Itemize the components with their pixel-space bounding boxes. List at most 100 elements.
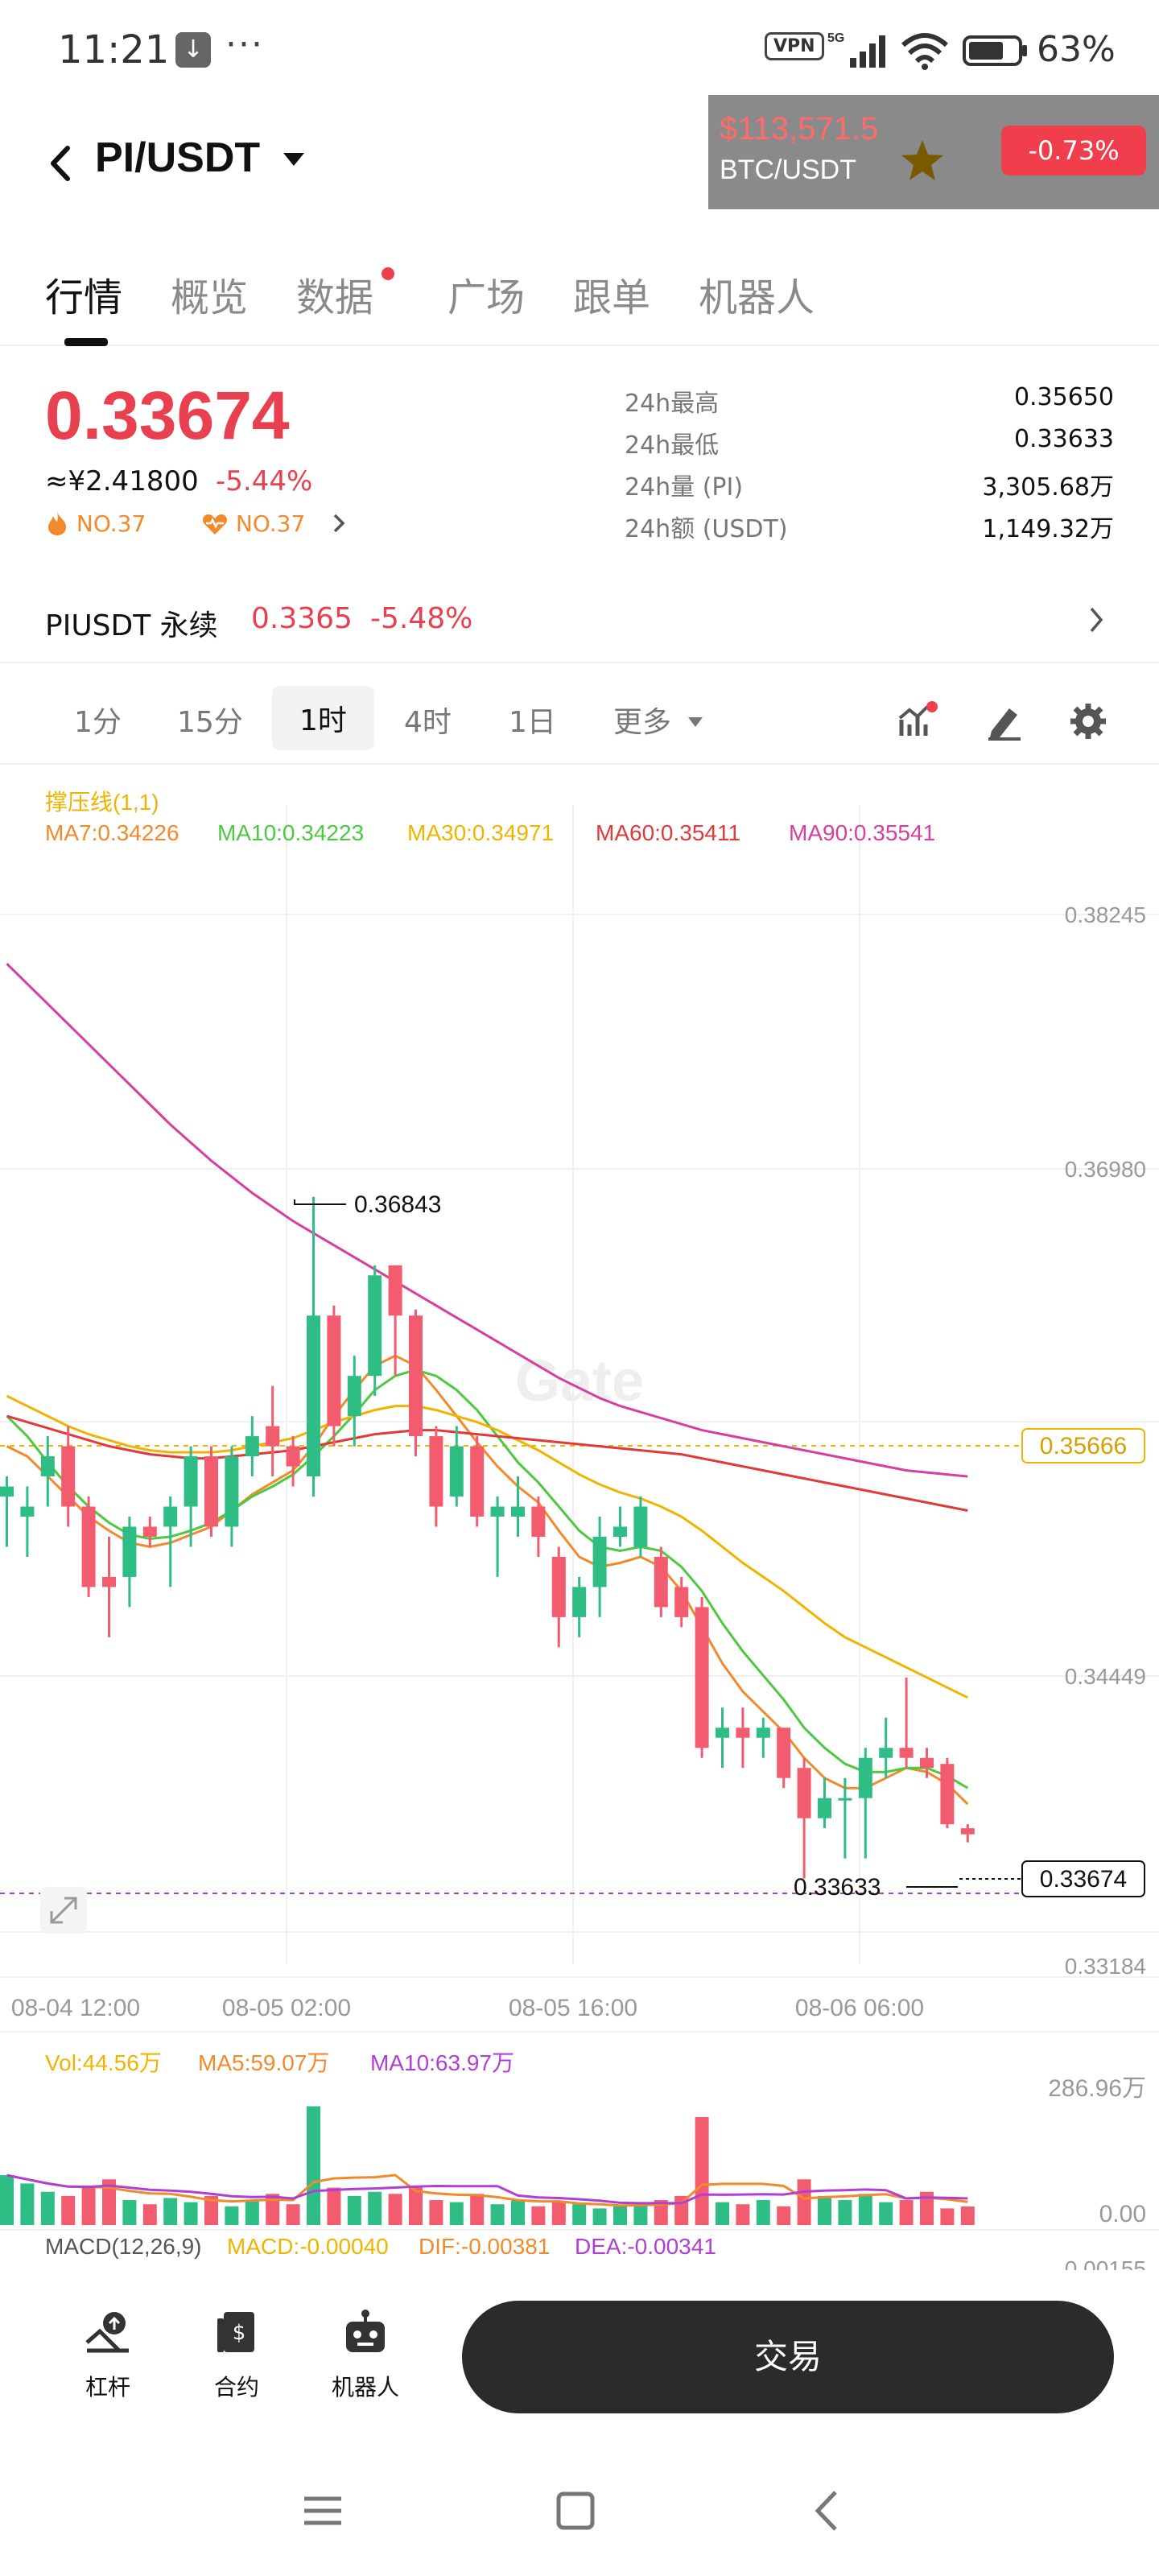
macd-value: MACD:-0.00040 — [227, 2234, 389, 2259]
volume-bar — [756, 2200, 770, 2225]
volume-bar — [818, 2195, 831, 2225]
candle-body — [449, 1446, 464, 1497]
candle-body — [122, 1526, 137, 1577]
tab-market[interactable]: 行情 — [45, 275, 123, 320]
candle-body — [920, 1757, 934, 1769]
volume-bar — [0, 2175, 14, 2225]
battery-icon — [963, 35, 1027, 66]
interval-1d[interactable]: 1日 — [509, 706, 556, 739]
fire-icon — [48, 512, 66, 535]
volume-bar — [695, 2116, 709, 2225]
high-marker-label: 0.36843 — [354, 1191, 441, 1218]
volume-legend-item: MA10:63.97万 — [370, 2050, 514, 2075]
volume-bar — [20, 2183, 35, 2225]
settings-gear-icon[interactable] — [1067, 700, 1109, 742]
back-arrow-icon[interactable] — [45, 143, 77, 184]
expand-icon[interactable] — [40, 1887, 87, 1934]
favorite-star-icon[interactable] — [898, 137, 947, 185]
candle-body — [940, 1764, 955, 1825]
candle-body — [899, 1748, 914, 1758]
hot-rank[interactable]: NO.37 — [45, 510, 146, 537]
leverage-icon — [85, 2312, 129, 2353]
candle-body — [307, 1315, 320, 1477]
volume-bar — [122, 2200, 137, 2225]
volume-axis-zero: 0.00 — [1099, 2201, 1146, 2227]
candle-body — [142, 1526, 157, 1537]
caret-down-icon[interactable] — [282, 150, 306, 169]
pair-title[interactable]: PI/USDT — [95, 134, 261, 181]
volume-legend-item: MA5:59.07万 — [198, 2050, 329, 2075]
ma-line-ma30 — [6, 1394, 968, 1699]
vpn-badge: VPN — [765, 32, 824, 60]
candle-body — [674, 1587, 689, 1617]
chevron-right-icon[interactable] — [330, 512, 348, 535]
indicator-icon[interactable] — [897, 700, 938, 742]
leverage-button[interactable]: 杠杆 — [52, 2307, 164, 2402]
stat-value: 0.33633 — [1013, 425, 1114, 453]
candle-body — [531, 1506, 546, 1537]
perpetual-change: -5.48% — [370, 602, 473, 635]
ma-legend-item: MA7:0.34226 — [45, 820, 179, 845]
perpetual-row[interactable]: PIUSDT 永续 0.3365 -5.48% — [0, 588, 1159, 668]
interval-1h[interactable]: 1时 — [272, 686, 374, 750]
leverage-label: 杠杆 — [85, 2374, 130, 2401]
volume-bar — [449, 2202, 464, 2225]
volume-bar — [592, 2208, 607, 2225]
tab-copy-trading[interactable]: 跟单 — [573, 275, 651, 320]
y-axis-label: 0.38245 — [1065, 902, 1146, 927]
download-icon: ↓ — [175, 32, 211, 68]
popularity-rank[interactable]: NO.37 — [201, 510, 305, 537]
home-icon[interactable] — [547, 2483, 604, 2539]
popularity-rank-value: NO.37 — [235, 510, 306, 537]
tab-overview[interactable]: 概览 — [171, 275, 249, 320]
volume-bar — [838, 2200, 852, 2225]
volume-bar — [777, 2206, 791, 2225]
volume-bar — [327, 2187, 341, 2225]
dif-value: DIF:-0.00381 — [419, 2234, 550, 2259]
ma-line-ma90 — [6, 963, 968, 1478]
interval-4h[interactable]: 4时 — [404, 706, 452, 739]
caret-down-icon — [688, 717, 703, 727]
bottom-action-bar: 杠杆 $ 合约 机器人 交易 — [0, 2275, 1159, 2436]
status-time: 11:21 — [58, 27, 170, 72]
candle-body — [470, 1446, 485, 1517]
page-header: PI/USDT $113,571.5 BTC/USDT -0.73% — [0, 95, 1159, 209]
perpetual-price: 0.3365 — [251, 602, 353, 635]
tab-bots[interactable]: 机器人 — [699, 275, 815, 320]
stat-label: 24h最低 — [625, 431, 720, 460]
volume-bar — [654, 2200, 668, 2225]
menu-icon[interactable] — [295, 2483, 351, 2539]
candlestick-chart[interactable]: 撑压线(1,1) MA7:0.34226 MA10:0.34223 MA30:0.3… — [0, 773, 1159, 2270]
active-tab-indicator — [64, 338, 108, 346]
floating-ticker[interactable]: $113,571.5 BTC/USDT -0.73% — [708, 95, 1159, 209]
candle-body — [429, 1436, 443, 1507]
trade-button[interactable]: 交易 — [462, 2301, 1114, 2413]
ma-lines — [6, 963, 969, 1806]
contract-button[interactable]: $ 合约 — [180, 2307, 293, 2402]
perpetual-name: PIUSDT 永续 — [45, 609, 218, 642]
candle-body — [286, 1446, 300, 1467]
volume-bar — [572, 2204, 587, 2225]
volume-bar — [470, 2194, 485, 2225]
volume-bar — [920, 2191, 934, 2225]
candle-body — [838, 1798, 852, 1801]
x-axis-label: 08-05 16:00 — [509, 1995, 637, 2021]
interval-bar: 1分 15分 1时 4时 1日 更多 — [0, 676, 1159, 765]
floating-ticker-price: $113,571.5 — [720, 111, 879, 147]
y-axis-label: 0.33184 — [1065, 1954, 1146, 1979]
ma-legend-item: MA30:0.34971 — [407, 820, 554, 845]
tab-data[interactable]: 数据 — [296, 275, 374, 320]
volume-bar — [81, 2187, 96, 2225]
candle-body — [756, 1728, 770, 1738]
draw-tool-icon[interactable] — [984, 700, 1025, 742]
volume-bar — [40, 2191, 55, 2225]
bot-button[interactable]: 机器人 — [309, 2307, 422, 2402]
candle-body — [511, 1506, 525, 1517]
interval-15m[interactable]: 15分 — [177, 706, 243, 739]
back-icon[interactable] — [800, 2483, 856, 2539]
chevron-right-icon — [1090, 607, 1103, 633]
interval-more[interactable]: 更多 — [613, 699, 704, 741]
interval-1m[interactable]: 1分 — [74, 706, 122, 739]
bot-label: 机器人 — [331, 2374, 399, 2401]
tab-square[interactable]: 广场 — [448, 275, 526, 320]
